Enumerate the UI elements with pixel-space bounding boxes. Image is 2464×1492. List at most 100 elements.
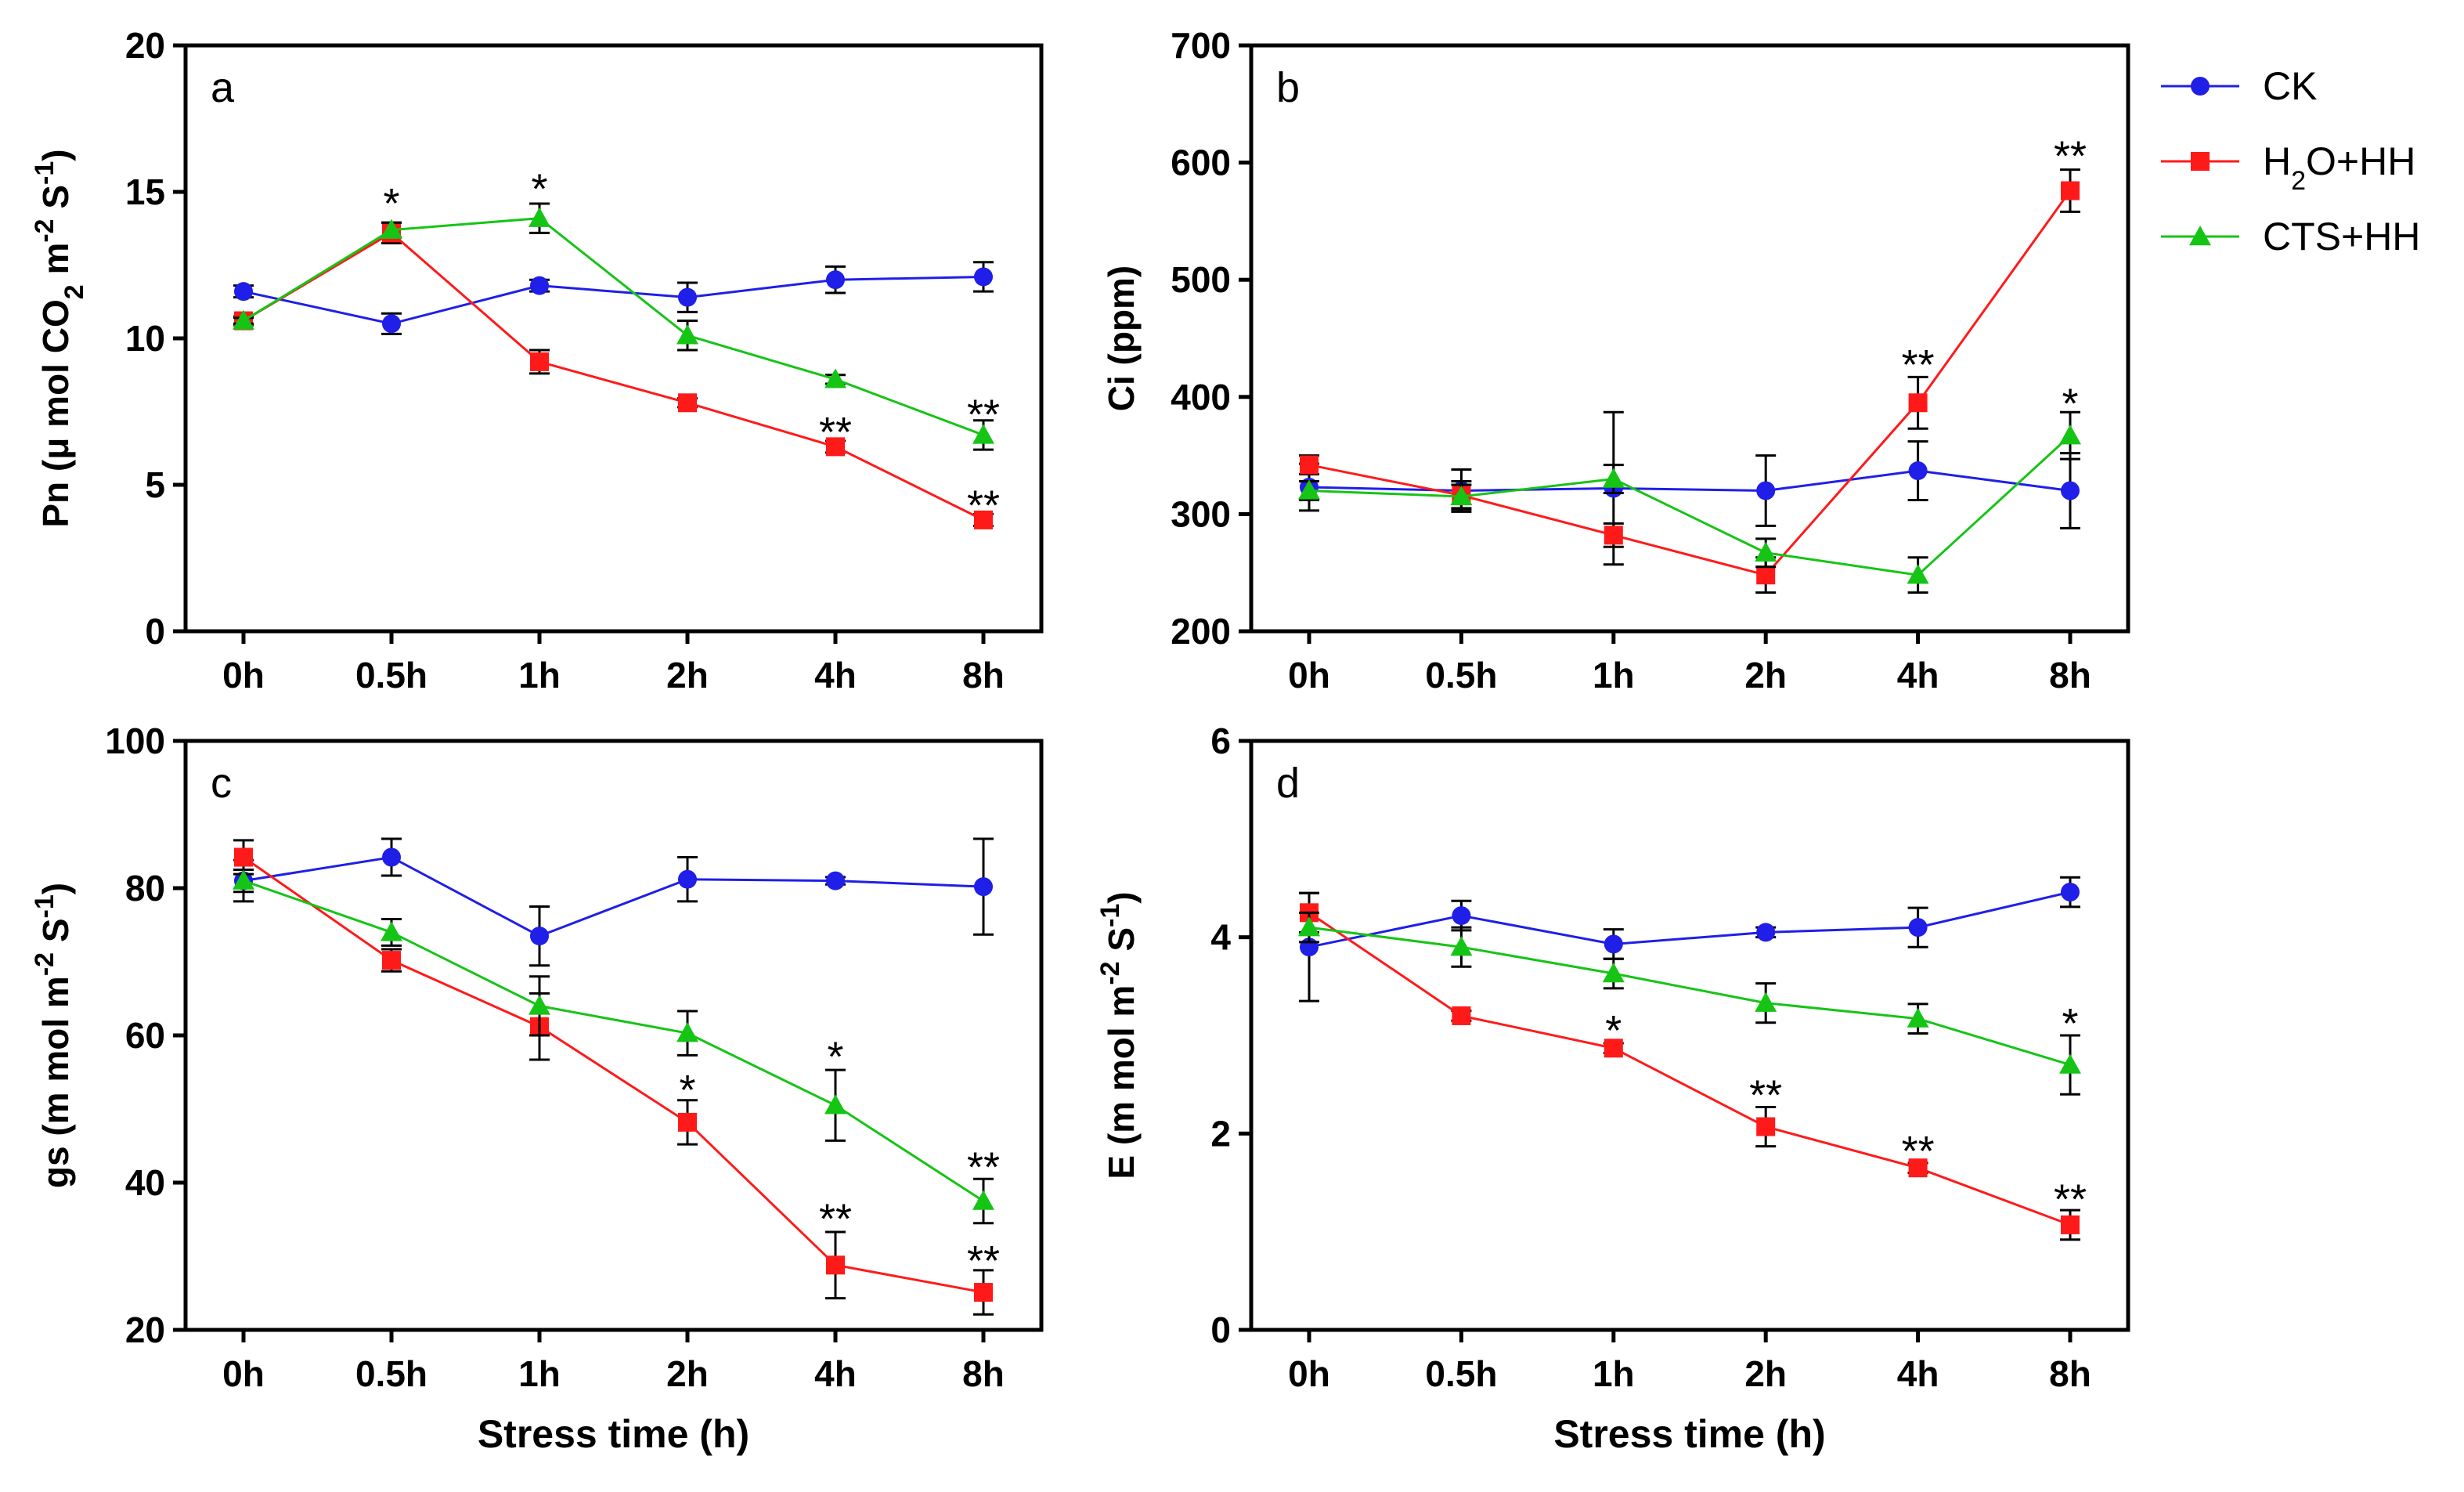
y-axis-label: E (m mol m-2 S-1)	[1095, 891, 1142, 1179]
y-tick-label: 500	[1171, 259, 1231, 300]
x-tick-label: 1h	[518, 1353, 561, 1394]
x-axis-label: Stress time (h)	[478, 1412, 749, 1456]
y-tick-label: 5	[145, 464, 165, 505]
data-point	[1298, 916, 1320, 937]
data-point	[678, 869, 697, 889]
x-tick-label: 8h	[962, 1353, 1005, 1394]
label-part: )	[1101, 891, 1142, 903]
data-point	[382, 951, 401, 970]
x-tick-label: 2h	[1744, 1353, 1787, 1394]
label-part: S	[35, 185, 76, 219]
series-line	[243, 856, 984, 1294]
data-point	[530, 352, 549, 371]
data-point	[1450, 936, 1473, 956]
data-point	[678, 393, 697, 413]
data-point	[2061, 883, 2080, 902]
significance-marker: **	[819, 1195, 852, 1242]
significance-marker: *	[531, 166, 547, 213]
series-h2o-hh	[233, 839, 994, 1316]
series-cts-hh	[1298, 410, 2081, 594]
x-axis-label: Stress time (h)	[1553, 1412, 1825, 1456]
data-point	[1908, 461, 1928, 481]
data-point	[382, 314, 401, 334]
plot-frame	[1249, 43, 2130, 634]
label-part: S	[35, 918, 76, 952]
panel-letter: d	[1276, 760, 1300, 807]
panel-letter: b	[1276, 64, 1300, 111]
x-tick-label: 2h	[1744, 655, 1787, 695]
series-line	[243, 880, 984, 1202]
y-axis-label: gs (m mol m-2 S-1)	[30, 883, 76, 1188]
y-tick-label: 6	[1210, 721, 1231, 761]
legend-marker	[2189, 226, 2211, 246]
data-point	[826, 1255, 845, 1275]
significance-marker: *	[679, 1067, 695, 1114]
data-point	[824, 1094, 846, 1114]
x-tick-label: 8h	[962, 655, 1005, 695]
data-point	[1756, 923, 1776, 942]
series-line	[1308, 912, 2071, 1226]
y-tick-label: 600	[1171, 143, 1231, 183]
y-axis-label: Pn (μ mol CO2 m-2 S-1)	[30, 149, 89, 527]
data-point	[1756, 481, 1776, 500]
panel-c: 20 40 60 80 100 0h 0.5h 1h 2h 4h 8h gs (m mol m-2 S…	[30, 721, 1044, 1456]
series-ck	[233, 261, 994, 335]
label-subscript: 2	[60, 284, 89, 299]
label-superscript: -2	[30, 952, 60, 976]
x-tick-label: 0.5h	[1425, 655, 1497, 695]
data-point	[2061, 1215, 2080, 1234]
plot-frame	[183, 739, 1044, 1332]
label-part: CTS+HH	[2263, 215, 2420, 258]
y-tick-label: 20	[125, 25, 165, 66]
label-part: m	[35, 243, 76, 285]
data-point	[678, 287, 697, 307]
data-point	[530, 927, 549, 946]
data-point	[234, 847, 253, 867]
label-superscript: -1	[30, 894, 60, 918]
x-tick-label: 0h	[1288, 1353, 1330, 1394]
data-point	[1908, 1158, 1928, 1178]
data-point	[1908, 393, 1928, 413]
x-tick-label: 0.5h	[355, 1353, 428, 1394]
series-line	[1308, 891, 2071, 948]
data-point	[2061, 481, 2080, 500]
data-point	[1907, 1007, 1929, 1028]
legend: CK H2O+HH CTS+HH	[2161, 64, 2420, 258]
x-tick-label: 0.5h	[355, 655, 428, 695]
series-line	[243, 855, 984, 937]
data-point	[1452, 906, 1471, 926]
x-tick-label: 2h	[666, 655, 709, 695]
x-tick-label: 1h	[1593, 1353, 1635, 1394]
label-part: E (m mol m	[1101, 985, 1142, 1180]
data-point	[1756, 1117, 1776, 1136]
data-point	[678, 1112, 697, 1132]
data-point	[382, 847, 401, 867]
y-tick-label: 300	[1171, 493, 1231, 534]
series-ck	[233, 837, 994, 967]
significance-marker: **	[967, 392, 1000, 439]
data-point	[1604, 934, 1623, 954]
label-part: S	[1101, 927, 1142, 961]
label-part: H	[2263, 139, 2291, 183]
significance-marker: *	[2062, 1000, 2078, 1047]
panel-b: 200 300 400 500 600 700 0h 0.5h 1h 2h 4h 8h Ci (ppm)…	[1101, 25, 2130, 695]
label-superscript: -1	[30, 161, 60, 185]
x-tick-label: 4h	[1897, 655, 1939, 695]
y-tick-label: 80	[125, 868, 165, 909]
series-line	[243, 275, 984, 325]
data-point	[1908, 918, 1928, 937]
significance-marker: *	[827, 1034, 843, 1081]
y-tick-label: 200	[1171, 611, 1231, 652]
series-line	[1308, 190, 2072, 576]
x-tick-label: 8h	[2049, 655, 2091, 695]
data-point	[381, 219, 402, 239]
x-tick-label: 8h	[2049, 1353, 2091, 1394]
significance-marker: **	[967, 482, 1000, 529]
label-part: )	[35, 883, 76, 894]
significance-marker: **	[1902, 1128, 1935, 1175]
y-tick-label: 4	[1210, 917, 1231, 958]
x-tick-label: 0h	[222, 655, 265, 695]
data-point	[974, 510, 993, 529]
data-point	[529, 207, 550, 227]
plot-frame	[1249, 739, 2130, 1332]
